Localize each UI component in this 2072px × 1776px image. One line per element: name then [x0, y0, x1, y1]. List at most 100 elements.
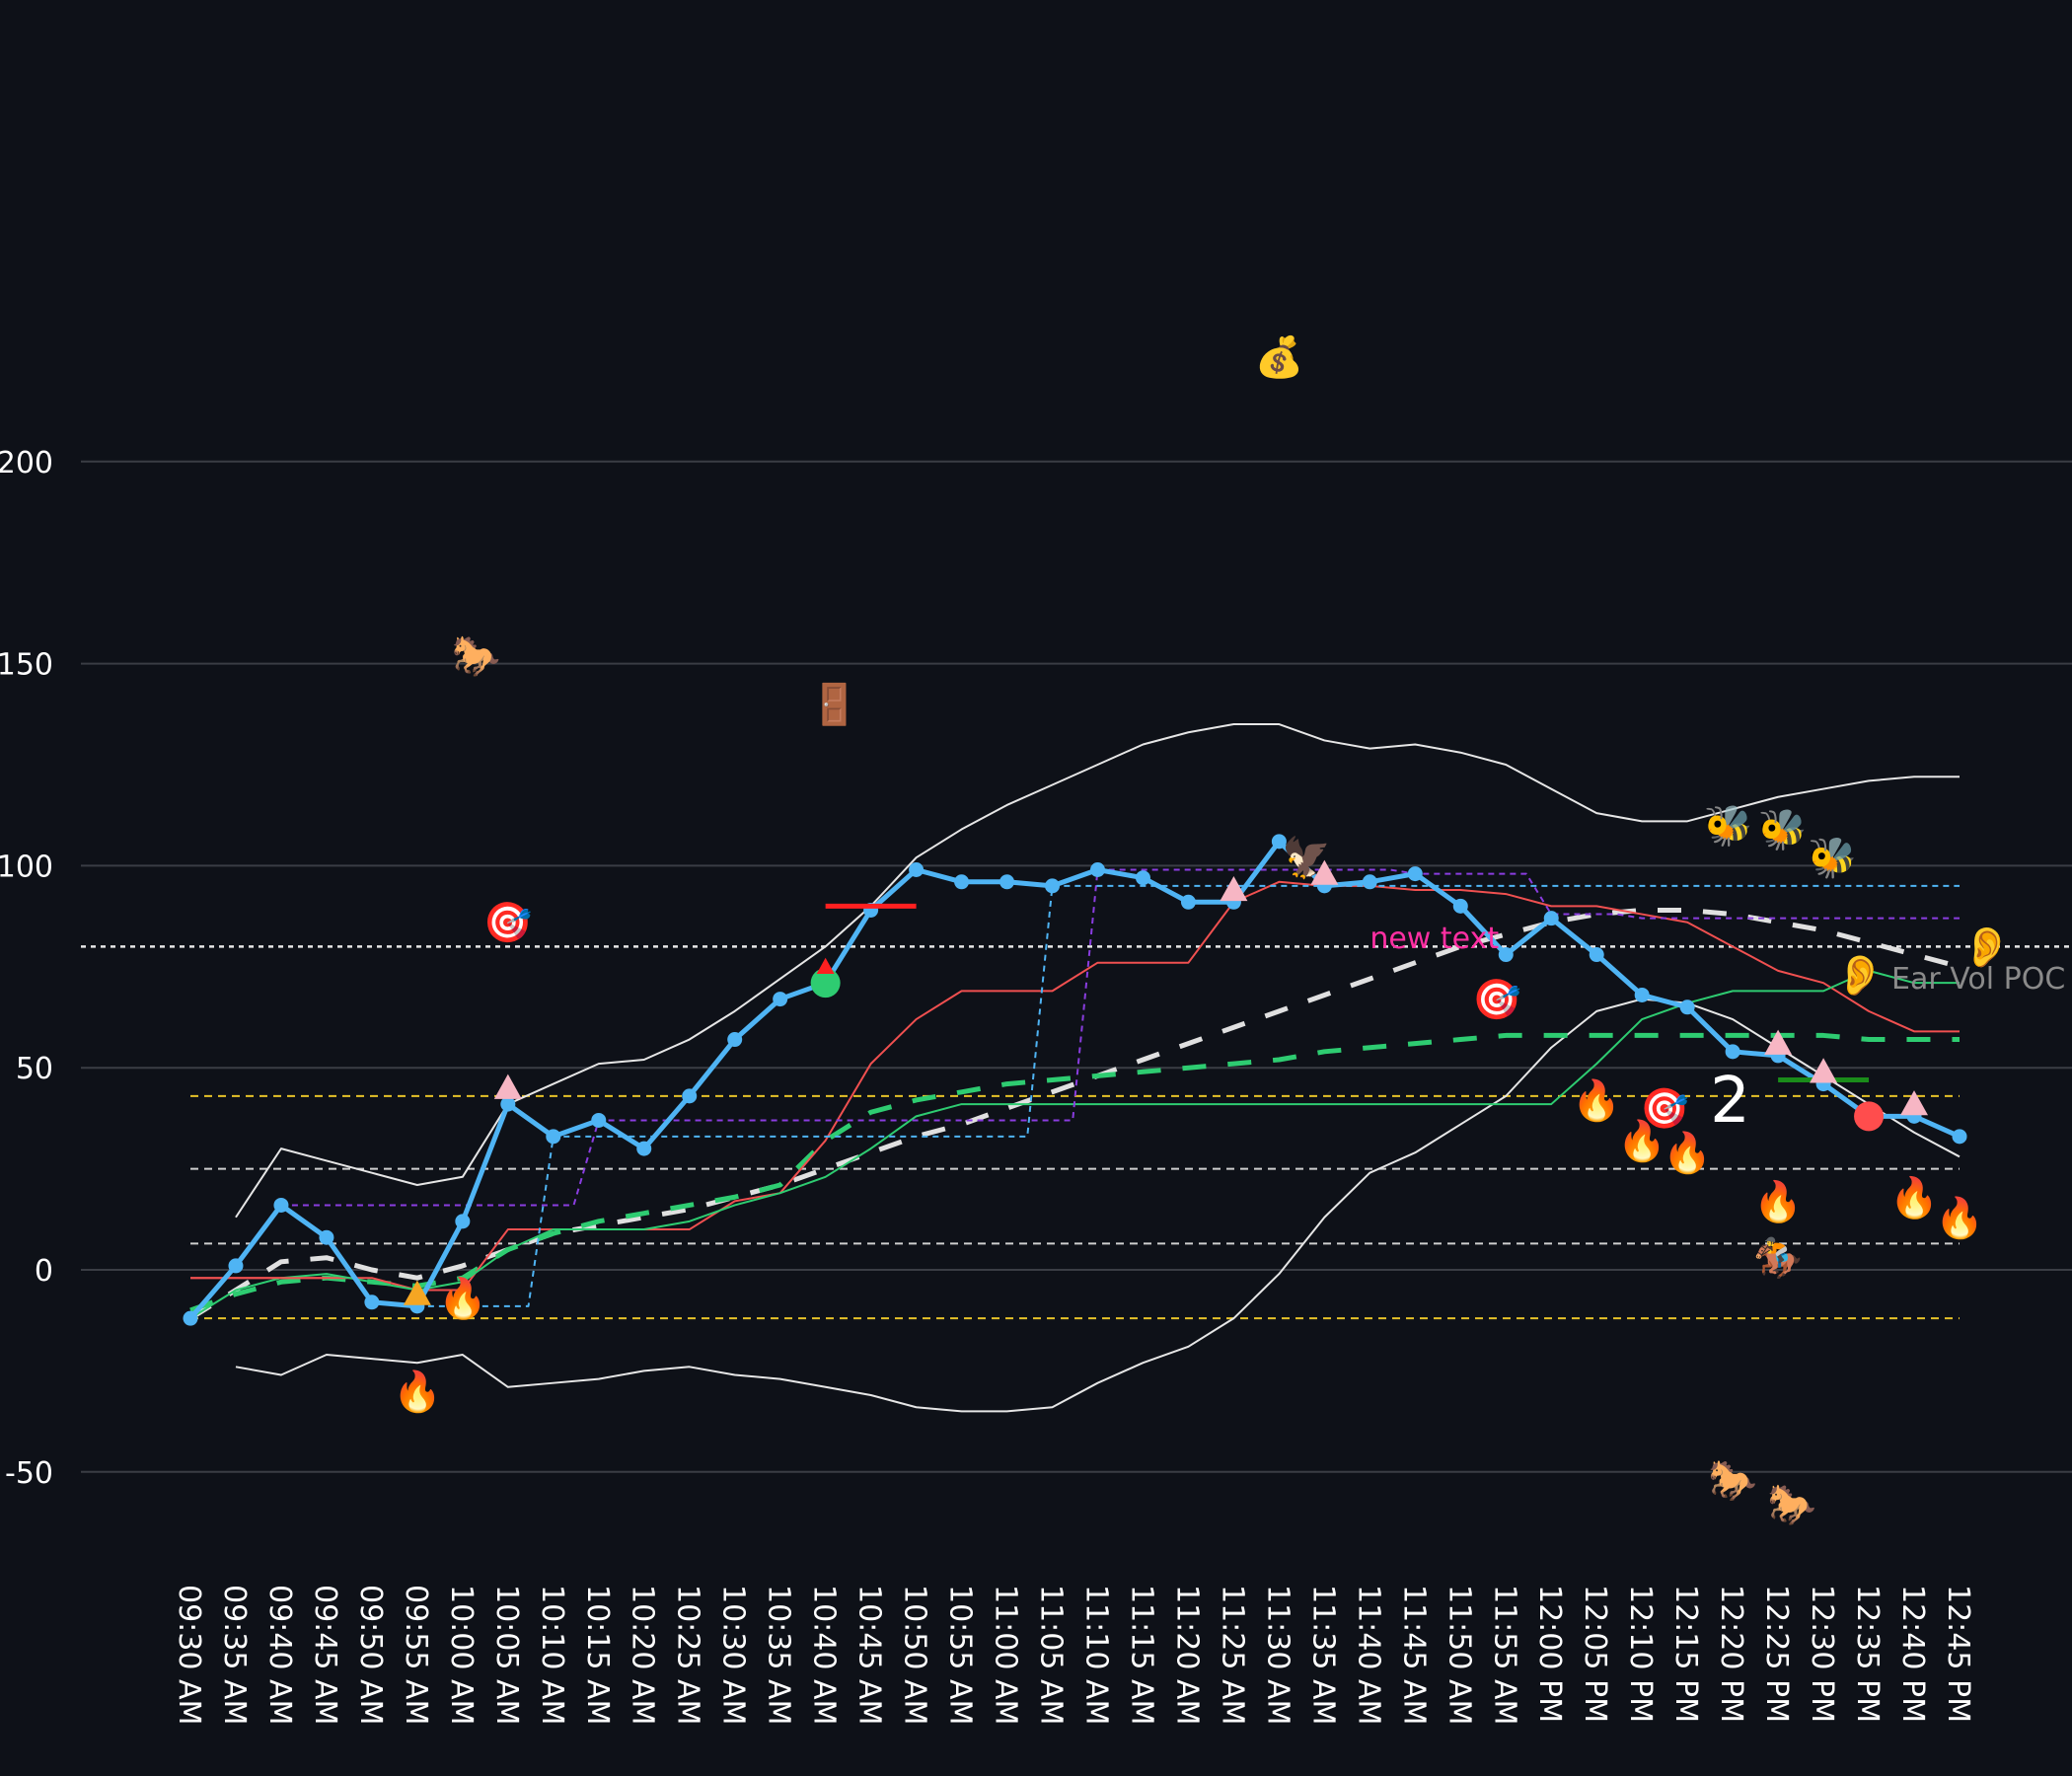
horse-icon: 🐎	[1708, 1458, 1757, 1504]
x-tick-label: 11:30 AM	[1260, 1585, 1295, 1725]
price-point	[319, 1229, 334, 1245]
triangle-marker	[1220, 875, 1248, 902]
price-point	[1952, 1129, 1967, 1145]
price-point	[1452, 898, 1468, 914]
x-tick-label: 11:45 AM	[1396, 1585, 1431, 1725]
horse-icon: 🐎	[452, 633, 501, 679]
x-tick-label: 11:05 AM	[1034, 1585, 1069, 1725]
x-axis-ticks: 09:30 AM 09:35 AM 09:40 AM 09:45 AM 09:50 AM…	[172, 1585, 1975, 1725]
bee-icon: 🐝	[1758, 808, 1808, 853]
x-tick-label: 12:15 PM	[1668, 1585, 1703, 1723]
x-tick-label: 12:25 PM	[1759, 1585, 1794, 1723]
x-tick-label: 09:35 AM	[217, 1585, 252, 1725]
price-point	[1498, 947, 1514, 963]
price-point	[500, 1096, 516, 1112]
series-line-white-dashed-avg	[188, 907, 1961, 1321]
x-tick-label: 12:40 PM	[1895, 1585, 1930, 1723]
price-point	[1135, 870, 1150, 886]
x-tick-label: 12:30 PM	[1805, 1585, 1839, 1723]
emoji-layer: 💰🐎🚪🎯🦅🎯🎯🐝 🐝🐝👂👂🔥🔥🔥🔥🔥🔥🔥🔥🏇🐎🐎	[393, 333, 2012, 1527]
series-line-lower-band	[235, 998, 1961, 1413]
triangle-marker	[1810, 1058, 1838, 1083]
price-point	[273, 1197, 289, 1213]
price-point	[455, 1214, 471, 1229]
y-tick-label: 150	[0, 648, 53, 683]
signal-dot	[1854, 1101, 1885, 1132]
ear-icon: 👂	[1835, 952, 1885, 999]
annotation-layer: new text Ear Vol POC 2	[1369, 922, 2065, 1138]
x-tick-label: 12:35 PM	[1850, 1585, 1885, 1723]
x-tick-label: 09:40 AM	[262, 1585, 297, 1725]
price-point	[1180, 894, 1196, 910]
price-point	[364, 1295, 380, 1310]
triangle-marker	[1900, 1090, 1929, 1116]
x-tick-label: 10:15 AM	[580, 1585, 615, 1725]
price-point	[1407, 866, 1423, 882]
price-point	[1045, 878, 1061, 894]
triangle-marker	[403, 1280, 431, 1305]
target-icon: 🎯	[1640, 1086, 1689, 1132]
target-icon: 🎯	[1472, 978, 1521, 1023]
x-tick-label: 09:30 AM	[172, 1585, 206, 1725]
x-tick-label: 12:10 PM	[1623, 1585, 1658, 1723]
price-point	[1589, 947, 1604, 963]
x-tick-label: 12:05 PM	[1578, 1585, 1612, 1723]
price-point	[183, 1310, 198, 1326]
x-tick-label: 10:50 AM	[898, 1585, 932, 1725]
price-point	[999, 874, 1015, 890]
x-tick-label: 11:35 AM	[1305, 1585, 1340, 1725]
fire-icon: 🔥	[1663, 1130, 1712, 1176]
series-line-blue-step	[416, 884, 1960, 1307]
x-tick-label: 11:00 AM	[989, 1585, 1023, 1725]
fire-icon: 🔥	[1935, 1195, 1984, 1241]
price-point	[1634, 987, 1650, 1002]
y-tick-label: -50	[5, 1456, 53, 1491]
price-point	[1679, 999, 1695, 1015]
x-tick-label: 10:05 AM	[489, 1585, 524, 1725]
horse-icon: 🐎	[1767, 1483, 1816, 1528]
series-layer	[183, 723, 1967, 1413]
series-line-upper-band	[235, 723, 1960, 1219]
x-tick-label: 10:30 AM	[716, 1585, 751, 1725]
y-tick-label: 200	[0, 446, 53, 481]
x-tick-label: 11:25 AM	[1215, 1585, 1249, 1725]
target-icon: 🎯	[483, 901, 533, 946]
ear-icon: 👂	[1962, 924, 2012, 970]
price-point	[682, 1088, 698, 1104]
x-tick-label: 09:55 AM	[399, 1585, 433, 1725]
x-tick-label: 11:15 AM	[1124, 1585, 1158, 1725]
horse-racing-icon: 🏇	[1753, 1236, 1803, 1282]
price-point	[1271, 834, 1287, 850]
x-tick-label: 11:10 AM	[1078, 1585, 1113, 1725]
price-point	[727, 1032, 743, 1048]
fire-icon: 🔥	[393, 1369, 442, 1415]
count-label: 2	[1710, 1065, 1750, 1138]
triangle-marker	[493, 1073, 522, 1099]
x-tick-label: 10:45 AM	[852, 1585, 887, 1725]
y-tick-label: 0	[35, 1254, 53, 1289]
y-axis-ticks: 200 150 100 50 0 -50	[0, 446, 53, 1491]
price-point	[591, 1112, 607, 1128]
x-tick-label: 10:55 AM	[943, 1585, 978, 1725]
price-point	[909, 861, 925, 877]
x-tick-label: 10:20 AM	[626, 1585, 660, 1725]
x-tick-label: 09:45 AM	[308, 1585, 342, 1725]
x-tick-label: 11:40 AM	[1351, 1585, 1385, 1725]
price-point	[773, 992, 788, 1007]
series-line-price	[188, 839, 1961, 1320]
x-tick-label: 10:00 AM	[444, 1585, 479, 1725]
fire-icon: 🔥	[1617, 1118, 1666, 1164]
signal-dot	[810, 968, 841, 999]
x-tick-label: 10:10 AM	[535, 1585, 569, 1725]
x-tick-label: 12:20 PM	[1714, 1585, 1748, 1723]
price-point	[228, 1258, 244, 1274]
y-tick-label: 100	[0, 850, 53, 884]
fire-icon: 🔥	[1889, 1174, 1939, 1221]
x-tick-label: 10:40 AM	[807, 1585, 842, 1725]
fire-icon: 🔥	[1572, 1077, 1621, 1124]
grid-lines	[81, 460, 2072, 1473]
fire-icon: 🔥	[1753, 1178, 1803, 1224]
series-line-red-line	[190, 880, 1960, 1292]
annotation-label: Ear Vol POC	[1891, 962, 2065, 997]
